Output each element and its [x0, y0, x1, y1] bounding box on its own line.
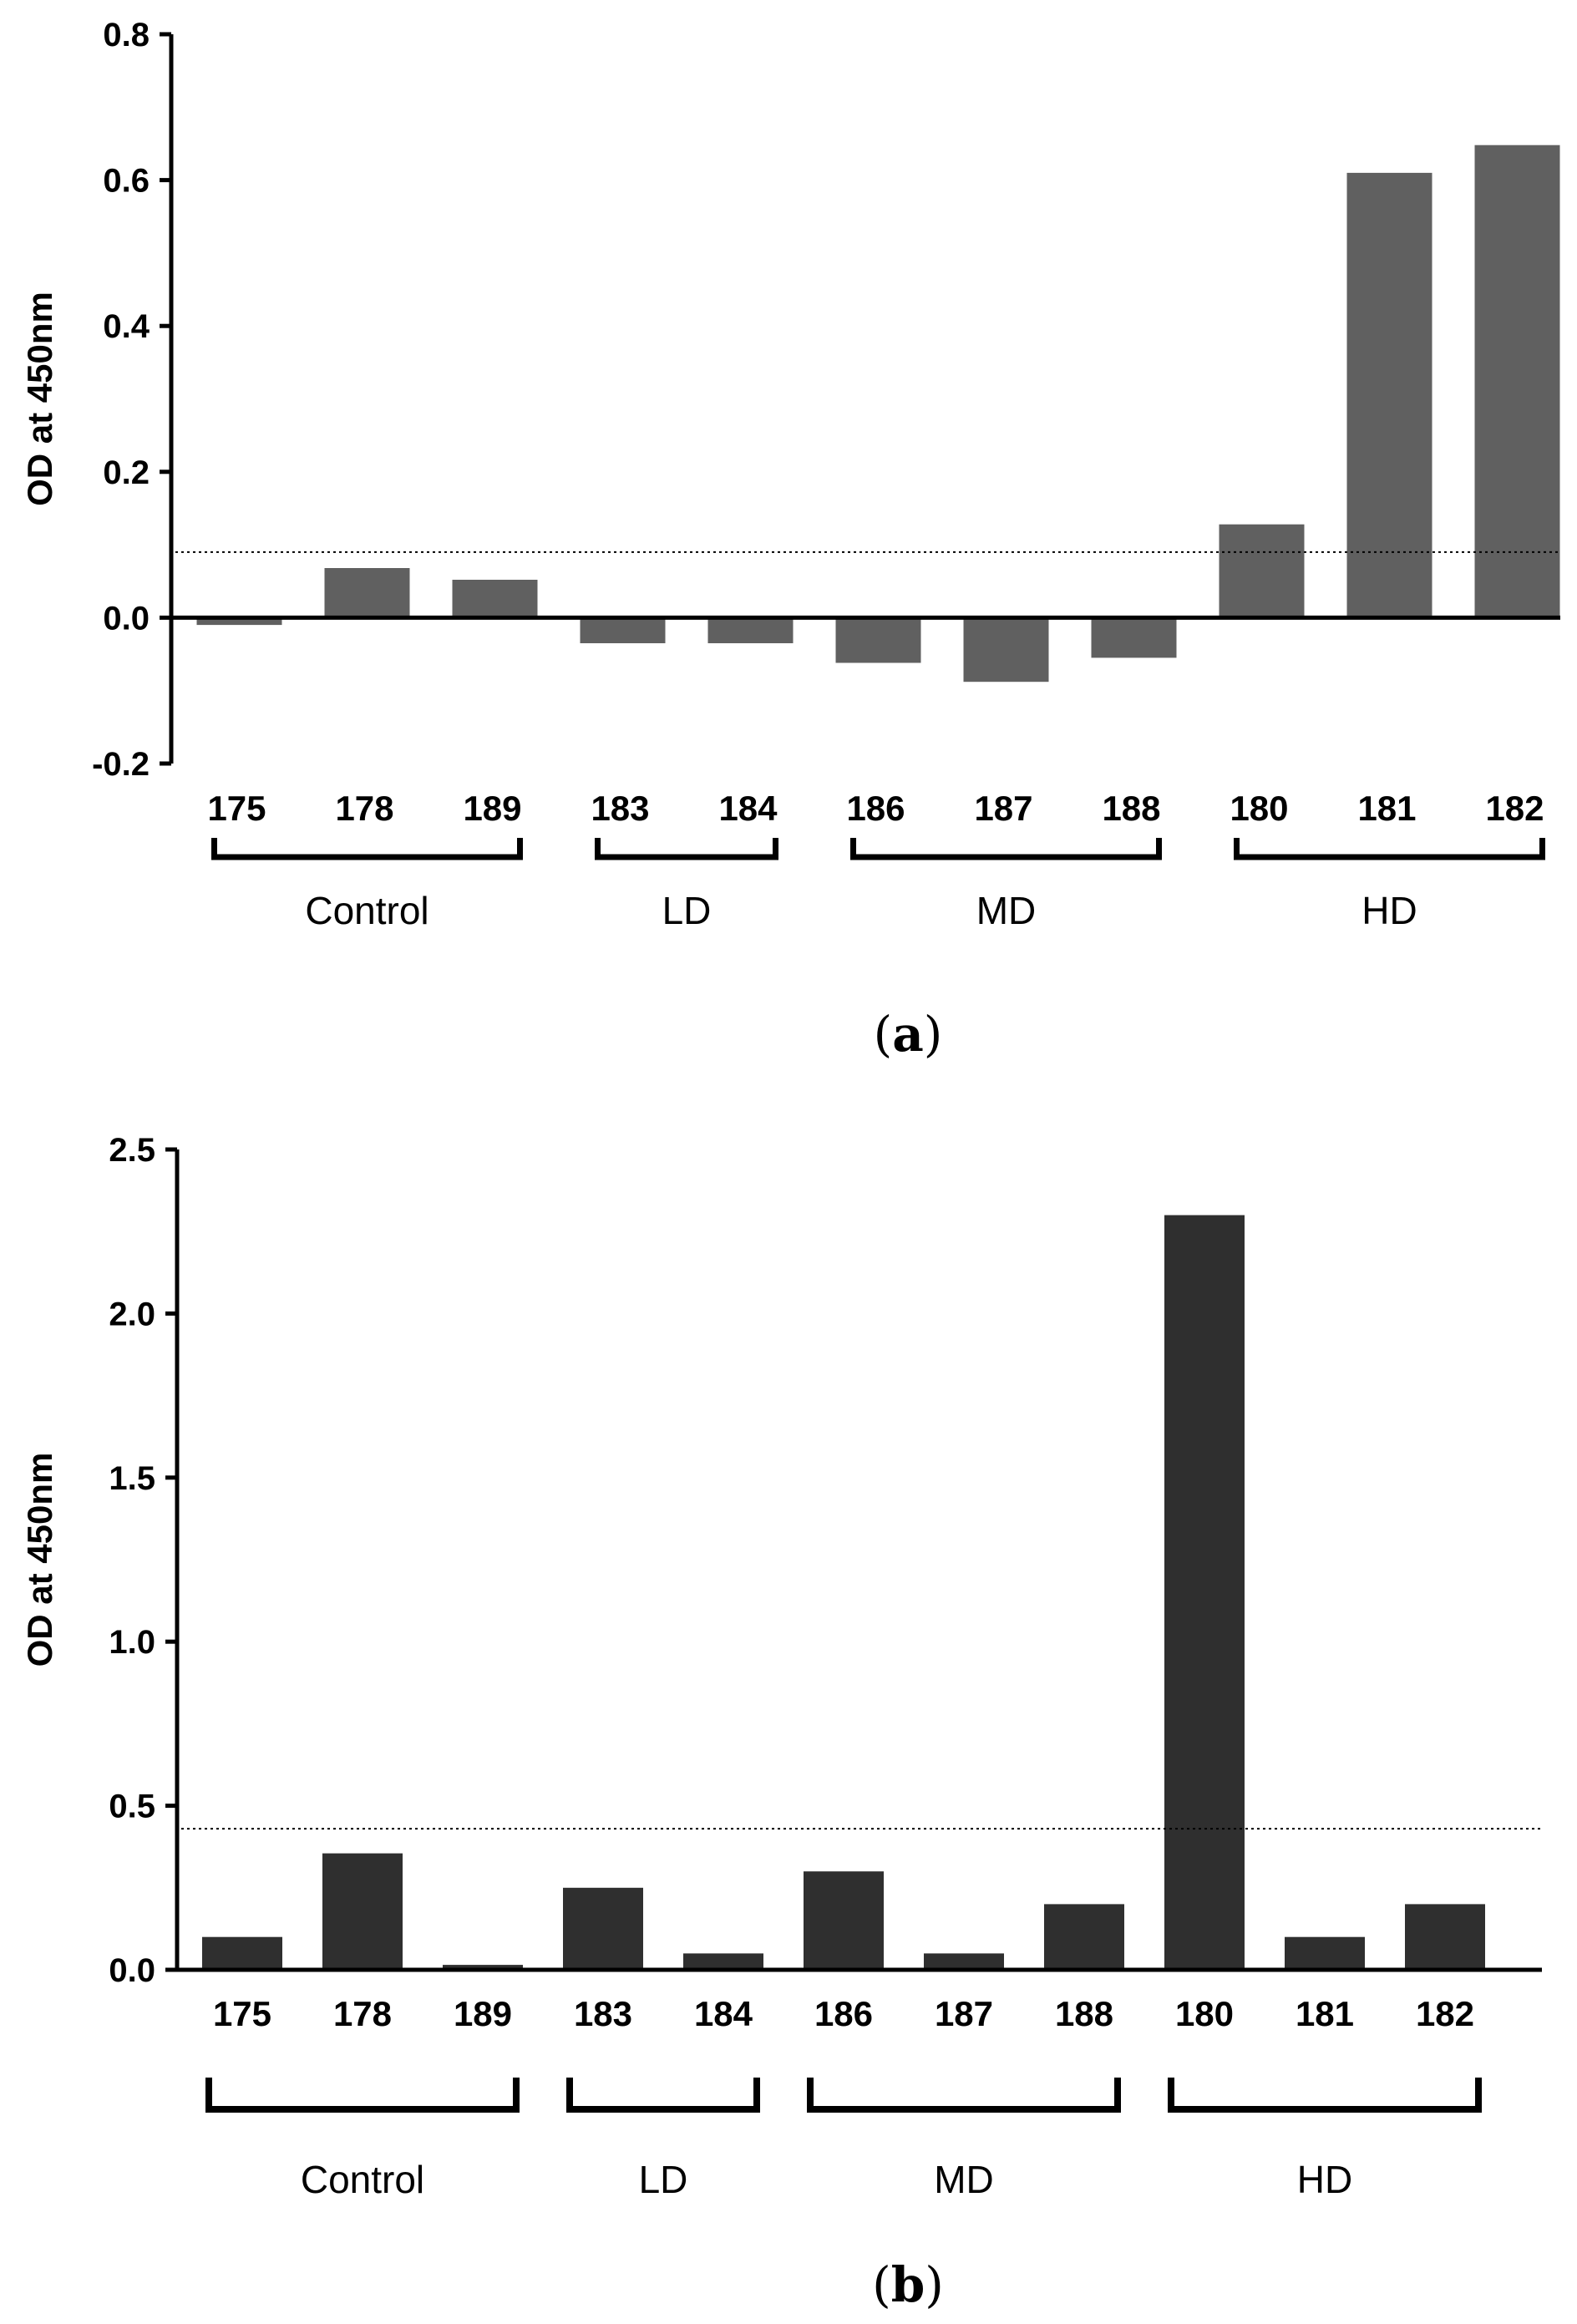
- caption-close: ): [924, 1006, 943, 1063]
- y-tick-label: 1.0: [109, 1624, 155, 1661]
- bar-180: [1219, 524, 1305, 618]
- bar-175: [202, 1936, 282, 1970]
- x-tick-label: 182: [1416, 1994, 1474, 2033]
- y-tick-label: 1.5: [109, 1460, 155, 1497]
- bar-187: [924, 1953, 1004, 1970]
- group-bracket: [595, 838, 778, 860]
- x-tick-label: 181: [1357, 789, 1416, 828]
- x-tick-label: 187: [974, 789, 1032, 828]
- x-tick-label: 180: [1175, 1994, 1234, 2033]
- caption-open: (: [872, 2256, 891, 2313]
- chart-panel-b: 0.0 0.5 1.0 1.5 2.0 2.5 175 178 189 183 184 186 187 1…: [20, 1132, 1542, 2313]
- group-bracket: [566, 2078, 760, 2113]
- y-tick-label: 0.2: [103, 454, 150, 491]
- group-bracket: [211, 838, 523, 860]
- x-tick-label: 183: [591, 789, 649, 828]
- group-label: MD: [976, 889, 1037, 932]
- x-tick-label: 178: [335, 789, 393, 828]
- y-tick-label: 2.0: [109, 1296, 155, 1332]
- panel-caption: (a): [874, 1006, 943, 1063]
- y-tick-label: -0.2: [92, 746, 150, 783]
- group-bracket: [1168, 2078, 1482, 2113]
- bar-181: [1285, 1936, 1365, 1970]
- y-tick-label: 0.6: [103, 163, 150, 200]
- group-label: MD: [934, 2158, 994, 2201]
- bar-186: [835, 617, 921, 663]
- y-tick-label: 0.0: [109, 1952, 155, 1989]
- x-tick-label: 178: [333, 1994, 392, 2033]
- group-bracket: [205, 2078, 520, 2113]
- y-tick-label: 0.0: [103, 600, 150, 637]
- group-label: Control: [305, 889, 428, 932]
- x-tick-label: 189: [454, 1994, 512, 2033]
- x-tick-label: 188: [1102, 789, 1160, 828]
- bar-178: [322, 1853, 403, 1970]
- x-tick-label: 184: [718, 789, 778, 828]
- y-tick-label: 0.5: [109, 1789, 155, 1825]
- bar-188: [1091, 617, 1177, 658]
- caption-letter: a: [892, 1006, 924, 1063]
- group-bracket: [807, 2078, 1121, 2113]
- y-axis-title: OD at 450nm: [20, 292, 59, 506]
- group-label: LD: [639, 2158, 688, 2201]
- x-tick-label: 184: [694, 1994, 753, 2033]
- x-tick-label: 183: [574, 1994, 632, 2033]
- x-tick-label: 188: [1055, 1994, 1113, 2033]
- bar-182: [1474, 145, 1560, 618]
- bar-189: [452, 580, 538, 618]
- bar-188: [1044, 1904, 1124, 1970]
- bar-183: [580, 617, 666, 643]
- x-tick-label: 180: [1230, 789, 1288, 828]
- bar-178: [324, 568, 410, 618]
- y-tick-label: 0.4: [103, 308, 150, 345]
- x-tick-label: 186: [814, 1994, 873, 2033]
- group-label: HD: [1361, 889, 1417, 932]
- bar-186: [804, 1871, 884, 1970]
- y-tick-label: 2.5: [109, 1132, 155, 1169]
- bar-182: [1405, 1904, 1485, 1970]
- caption-letter: b: [891, 2256, 925, 2313]
- group-label: Control: [301, 2158, 424, 2201]
- x-tick-label: 182: [1485, 789, 1544, 828]
- group-label: HD: [1297, 2158, 1352, 2201]
- y-tick-label: 0.8: [103, 17, 150, 53]
- x-tick-label: 187: [935, 1994, 993, 2033]
- x-tick-label: 186: [846, 789, 905, 828]
- x-tick-label: 175: [207, 789, 266, 828]
- bar-189: [443, 1965, 523, 1970]
- x-tick-label: 181: [1296, 1994, 1354, 2033]
- x-tick-label: 189: [463, 789, 521, 828]
- chart-panel-a: -0.2 0.0 0.2 0.4 0.6 0.8 175 178 189 183 184 186 187…: [20, 17, 1560, 1063]
- group-bracket: [850, 838, 1162, 860]
- caption-open: (: [874, 1006, 893, 1063]
- caption-close: ): [925, 2256, 944, 2313]
- y-axis-title: OD at 450nm: [20, 1453, 59, 1667]
- bar-184: [707, 617, 794, 643]
- bar-180: [1164, 1215, 1245, 1970]
- group-label: LD: [662, 889, 712, 932]
- bar-183: [563, 1887, 643, 1970]
- panel-caption: (b): [872, 2256, 944, 2313]
- bar-175: [196, 617, 282, 626]
- x-tick-label: 175: [213, 1994, 271, 2033]
- bar-187: [963, 617, 1049, 682]
- group-bracket: [1234, 838, 1545, 860]
- bar-181: [1346, 172, 1432, 618]
- bar-184: [683, 1953, 763, 1970]
